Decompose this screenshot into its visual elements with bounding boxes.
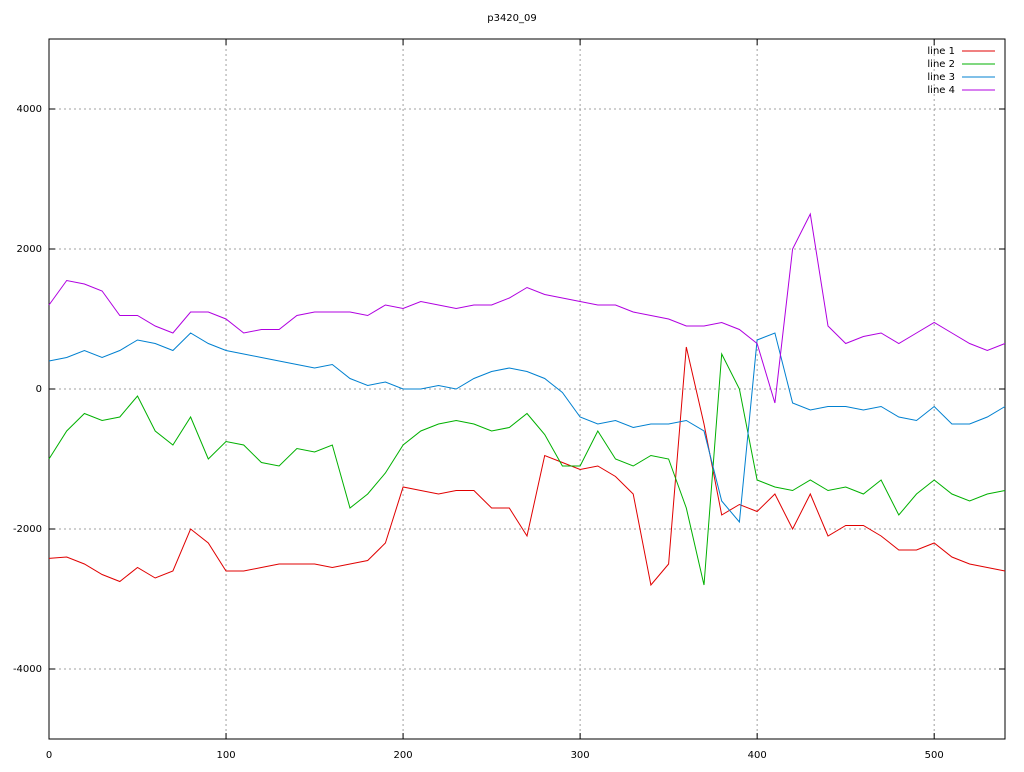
y-tick-label: -2000 <box>13 524 42 535</box>
series-line <box>48 212 1006 404</box>
legend-label: line 3 <box>927 72 955 83</box>
x-tick-label: 0 <box>46 750 52 761</box>
series-line <box>48 352 1006 586</box>
y-tick-label: 0 <box>36 384 42 395</box>
legend-label: line 1 <box>927 46 955 57</box>
x-tick-label: 400 <box>748 750 767 761</box>
series-line <box>48 332 1006 524</box>
series-line <box>48 346 1006 587</box>
legend-label: line 4 <box>927 85 955 96</box>
y-tick-label: 2000 <box>17 244 42 255</box>
y-tick-label: 4000 <box>17 104 42 115</box>
chart-title: p3420_09 <box>487 13 537 24</box>
x-tick-label: 200 <box>394 750 413 761</box>
legend-label: line 2 <box>927 59 955 70</box>
x-tick-label: 500 <box>925 750 944 761</box>
x-tick-label: 100 <box>216 750 235 761</box>
x-tick-label: 300 <box>571 750 590 761</box>
plot-frame <box>48 38 1006 740</box>
y-tick-label: -4000 <box>13 664 42 675</box>
